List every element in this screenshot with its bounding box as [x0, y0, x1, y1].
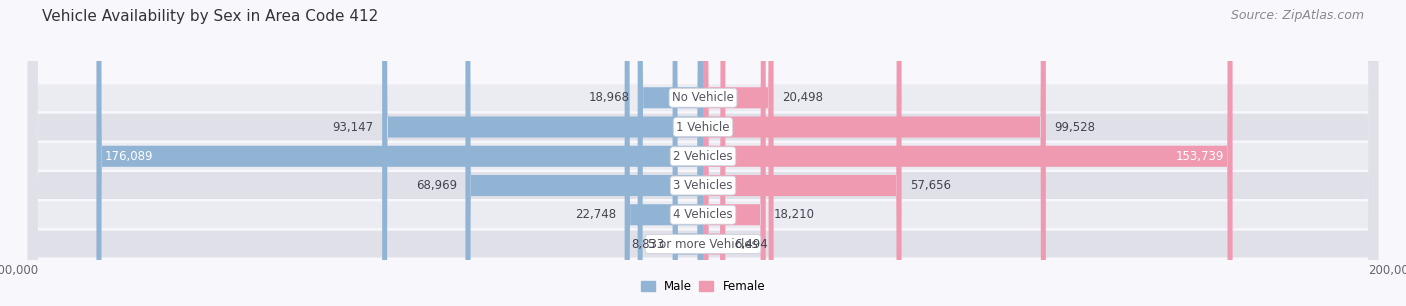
Text: 99,528: 99,528 — [1054, 121, 1095, 133]
Text: Vehicle Availability by Sex in Area Code 412: Vehicle Availability by Sex in Area Code… — [42, 9, 378, 24]
Text: Source: ZipAtlas.com: Source: ZipAtlas.com — [1230, 9, 1364, 22]
FancyBboxPatch shape — [382, 0, 703, 306]
FancyBboxPatch shape — [28, 0, 1378, 306]
FancyBboxPatch shape — [28, 0, 1378, 306]
FancyBboxPatch shape — [703, 0, 725, 306]
FancyBboxPatch shape — [703, 0, 766, 306]
Text: 18,210: 18,210 — [773, 208, 815, 221]
Text: 22,748: 22,748 — [575, 208, 616, 221]
Text: No Vehicle: No Vehicle — [672, 91, 734, 104]
FancyBboxPatch shape — [465, 0, 703, 306]
Text: 1 Vehicle: 1 Vehicle — [676, 121, 730, 133]
Text: 20,498: 20,498 — [782, 91, 823, 104]
Text: 68,969: 68,969 — [416, 179, 457, 192]
FancyBboxPatch shape — [97, 0, 703, 306]
FancyBboxPatch shape — [672, 0, 703, 306]
FancyBboxPatch shape — [638, 0, 703, 306]
Text: 176,089: 176,089 — [104, 150, 153, 163]
Text: 153,739: 153,739 — [1175, 150, 1225, 163]
Text: 8,833: 8,833 — [631, 237, 664, 251]
Text: 3 Vehicles: 3 Vehicles — [673, 179, 733, 192]
FancyBboxPatch shape — [703, 0, 1233, 306]
Text: 4 Vehicles: 4 Vehicles — [673, 208, 733, 221]
FancyBboxPatch shape — [28, 0, 1378, 306]
Text: 57,656: 57,656 — [910, 179, 950, 192]
Text: 2 Vehicles: 2 Vehicles — [673, 150, 733, 163]
Text: 18,968: 18,968 — [588, 91, 630, 104]
Text: 93,147: 93,147 — [333, 121, 374, 133]
Text: 6,494: 6,494 — [734, 237, 768, 251]
FancyBboxPatch shape — [624, 0, 703, 306]
FancyBboxPatch shape — [28, 0, 1378, 306]
Legend: Male, Female: Male, Female — [636, 275, 770, 298]
FancyBboxPatch shape — [28, 0, 1378, 306]
FancyBboxPatch shape — [703, 0, 901, 306]
Text: 5 or more Vehicles: 5 or more Vehicles — [648, 237, 758, 251]
FancyBboxPatch shape — [703, 0, 1046, 306]
FancyBboxPatch shape — [703, 0, 773, 306]
FancyBboxPatch shape — [28, 0, 1378, 306]
